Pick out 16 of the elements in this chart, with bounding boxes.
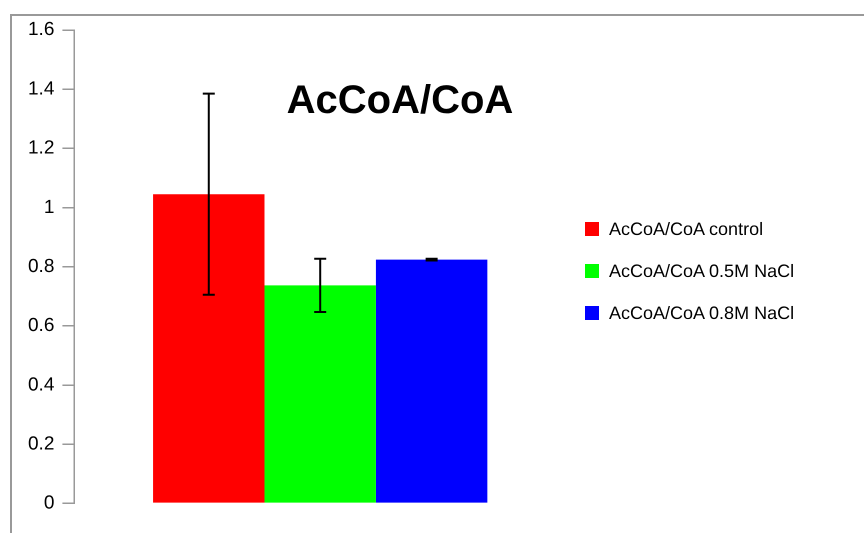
y-tick-label: 1 [44, 196, 54, 218]
y-tick-label: 0.6 [28, 315, 54, 336]
y-tick-label: 0.2 [28, 433, 54, 454]
y-tick-label: 0 [44, 492, 54, 514]
legend-label: AcCoA/CoA 0.5M NaCl [609, 260, 794, 282]
y-tick-label: 0.8 [28, 256, 54, 277]
y-tick-label: 1.4 [28, 78, 55, 100]
legend-label: AcCoA/CoA control [609, 218, 764, 240]
bar [264, 285, 376, 503]
text: AcCoA/CoA [286, 78, 514, 123]
y-tick-label: 0.4 [28, 374, 55, 396]
y-tick-label: 1.2 [28, 138, 54, 159]
bar [153, 194, 264, 503]
y-tick-label: 1.6 [28, 19, 54, 40]
legend-label: AcCoA/CoA 0.8M NaCl [609, 302, 794, 324]
bar [376, 260, 488, 503]
